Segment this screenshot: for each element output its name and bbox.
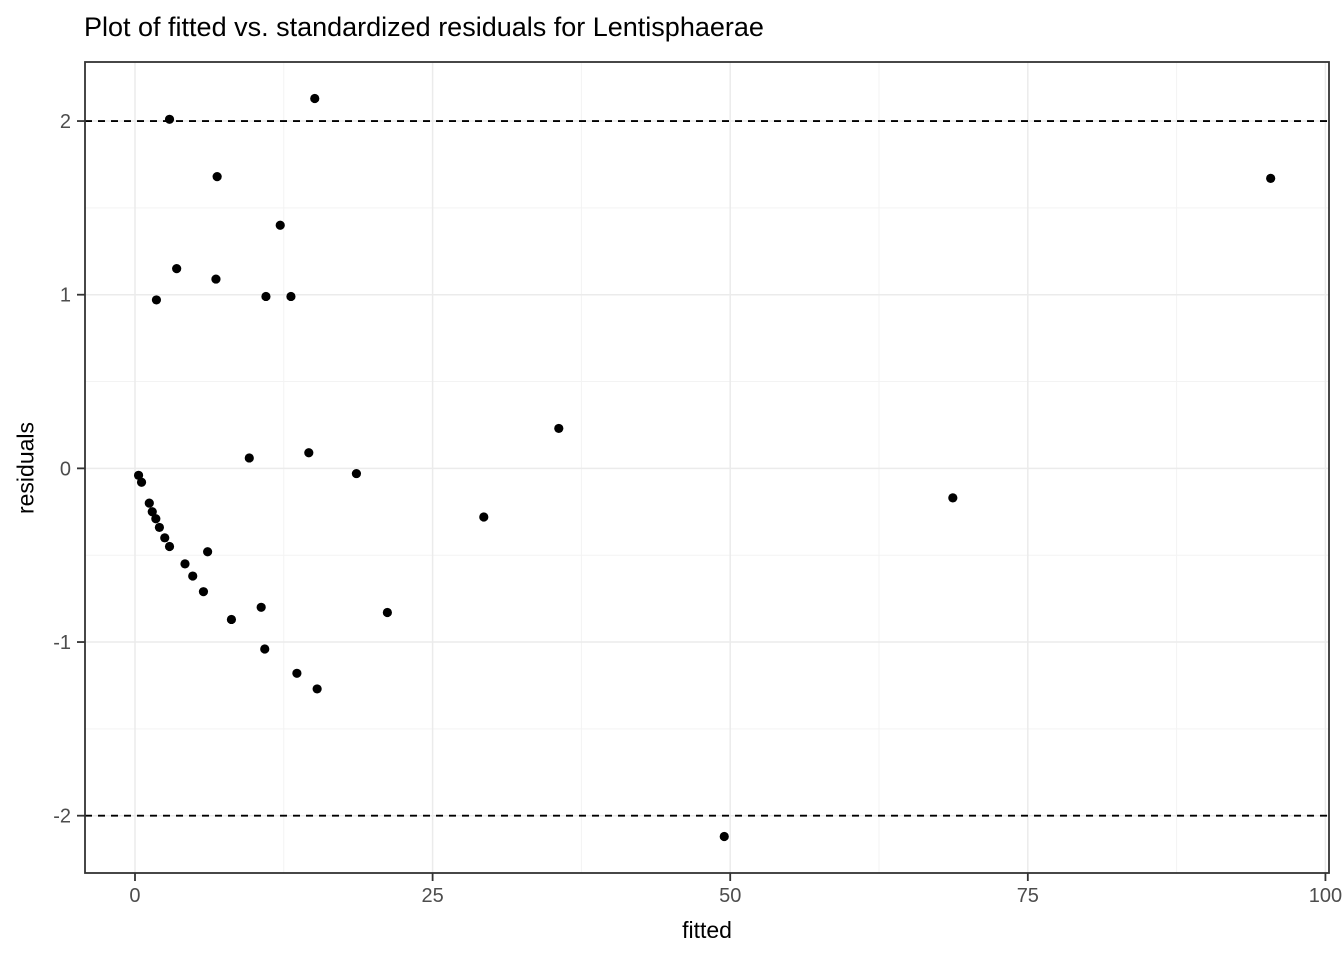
data-point: [212, 172, 222, 182]
data-point: [198, 587, 209, 597]
y-tick-label: 0: [60, 458, 71, 480]
data-point: [1266, 173, 1276, 183]
data-point: [226, 614, 237, 625]
data-point: [172, 264, 182, 274]
data-point: [164, 114, 175, 124]
data-point: [136, 477, 147, 487]
y-axis-title: residuals: [12, 421, 39, 515]
data-point: [203, 547, 213, 557]
data-point: [351, 468, 362, 479]
x-tick-label: 75: [1017, 885, 1039, 907]
y-tick-label: -2: [53, 806, 71, 828]
data-point: [286, 291, 296, 302]
data-point: [948, 493, 958, 503]
data-point: [151, 514, 161, 524]
data-point: [382, 607, 392, 618]
data-point: [133, 470, 144, 480]
data-point: [256, 602, 266, 612]
data-point: [312, 684, 322, 694]
data-point: [479, 512, 489, 522]
plot-panel: [85, 62, 1329, 873]
x-axis-title: fitted: [682, 917, 732, 943]
data-point: [292, 668, 302, 678]
data-point: [261, 291, 271, 302]
data-point: [151, 295, 162, 305]
data-point: [719, 831, 729, 842]
data-point: [304, 448, 314, 458]
data-point: [147, 507, 157, 517]
y-tick-label: 1: [60, 285, 71, 307]
data-point: [154, 522, 165, 533]
data-point: [554, 423, 564, 434]
data-point: [275, 220, 285, 230]
chart-title: Plot of fitted vs. standardized residual…: [84, 12, 764, 42]
data-point: [164, 541, 175, 552]
y-tick-label: -1: [53, 632, 71, 654]
data-point: [160, 533, 170, 543]
data-point: [260, 644, 270, 654]
data-point: [244, 453, 254, 463]
x-tick-label: 0: [129, 885, 140, 907]
data-point: [211, 274, 221, 284]
x-tick-label: 100: [1309, 885, 1342, 907]
data-point: [144, 498, 154, 508]
data-point: [188, 571, 198, 581]
x-tick-label: 50: [719, 885, 741, 907]
y-tick-label: 2: [60, 111, 71, 133]
data-point: [310, 93, 320, 104]
data-point: [180, 559, 190, 569]
x-tick-label: 25: [421, 885, 443, 907]
